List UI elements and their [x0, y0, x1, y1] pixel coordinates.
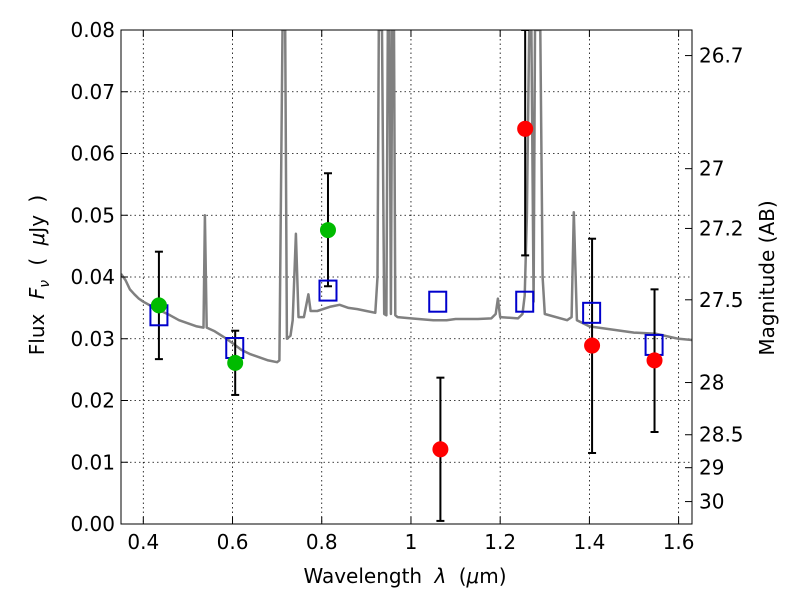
y-tick-label: 0.06 — [70, 142, 115, 166]
y-tick-label: 0.08 — [70, 18, 115, 42]
model-band-markers — [149, 279, 664, 360]
y-tick-label: 0.00 — [70, 512, 115, 536]
axis-ticks — [121, 29, 692, 525]
y2-tick-label: 27.2 — [699, 216, 744, 240]
y2-tick-label: 28 — [699, 371, 724, 395]
x-tick-label: 1.2 — [484, 530, 516, 554]
y-tick-label: 0.03 — [70, 327, 115, 351]
y-tick-label: 0.05 — [70, 203, 115, 227]
detection-point — [319, 222, 336, 239]
detection-point — [227, 354, 244, 371]
low-sn-point — [517, 120, 534, 137]
x-tick-label: 1.6 — [663, 530, 695, 554]
model-spectrum-line — [121, 30, 692, 364]
y2-tick-label: 30 — [699, 490, 724, 514]
x-tick-label: 1 — [405, 530, 418, 554]
grid — [121, 30, 692, 524]
detection-point — [150, 297, 167, 314]
x-tick-label: 0.4 — [127, 530, 159, 554]
y2-tick-label: 28.5 — [699, 423, 744, 447]
x-tick-label: 1.4 — [573, 530, 605, 554]
model-band-square — [515, 290, 535, 313]
low-sn-point — [432, 441, 449, 458]
y2-axis-label: Magnitude (AB) — [755, 200, 779, 355]
model-band-square — [428, 290, 448, 313]
y-tick-label: 0.01 — [70, 450, 115, 474]
model-band-square — [582, 301, 602, 324]
low-sn-point — [646, 352, 663, 369]
tick-labels: 0.4 0.6 0.8 1 1.2 1.4 1.6 0.00 0.01 0.02 0.03 0.04 0… — [70, 18, 743, 554]
y-axis-label: Flux Fν ( μJy ) — [25, 195, 54, 355]
y2-tick-label: 26.7 — [699, 44, 744, 68]
model-band-square — [318, 279, 338, 302]
y-tick-label: 0.02 — [70, 389, 115, 413]
y2-tick-label: 27 — [699, 157, 724, 181]
observed-points — [150, 120, 663, 458]
x-tick-label: 0.6 — [217, 530, 249, 554]
error-bars — [154, 30, 659, 522]
y-tick-label: 0.07 — [70, 80, 115, 104]
y-tick-label: 0.04 — [70, 265, 115, 289]
x-tick-label: 0.8 — [306, 530, 338, 554]
low-sn-point — [584, 337, 601, 354]
y2-tick-label: 27.5 — [699, 288, 744, 312]
x-axis-label: Wavelength λ (μm) — [303, 564, 506, 588]
y2-tick-label: 29 — [699, 456, 724, 480]
